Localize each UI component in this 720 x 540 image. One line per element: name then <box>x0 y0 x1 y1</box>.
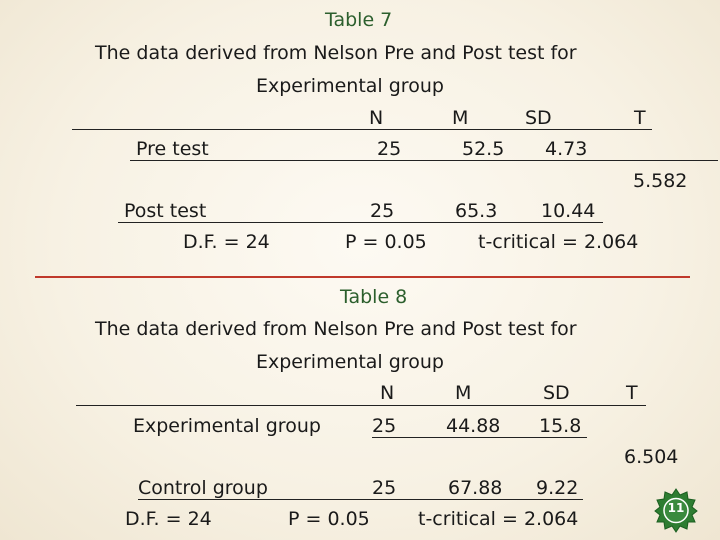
table8-df: D.F. = 24 <box>125 508 212 530</box>
table8-header-n: N <box>380 382 395 404</box>
table8-row2-sd: 9.22 <box>536 477 579 499</box>
table7-row2-sd: 10.44 <box>541 200 596 222</box>
table7-header-m: M <box>452 107 469 129</box>
table7-df: D.F. = 24 <box>183 231 270 253</box>
badge-shape <box>654 488 698 533</box>
table7-row1-m: 52.5 <box>462 138 505 160</box>
table8-t-critical: t-critical = 2.064 <box>418 508 579 530</box>
table8-t-value: 6.504 <box>624 446 679 468</box>
table8-header-t: T <box>626 382 638 404</box>
table7-subtitle-line2: Experimental group <box>256 75 444 97</box>
table7-t-value: 5.582 <box>633 170 688 192</box>
table8-title: Table 8 <box>340 286 408 308</box>
table8-header-sd: SD <box>543 382 570 404</box>
page-number-badge: 11 <box>653 487 699 533</box>
table8-row2-label: Control group <box>138 477 268 499</box>
table7-row2-label: Post test <box>124 200 207 222</box>
table8-p-value: P = 0.05 <box>288 508 370 530</box>
table8-row1-m: 44.88 <box>446 415 501 437</box>
table8-subtitle-line1: The data derived from Nelson Pre and Pos… <box>95 318 577 340</box>
table8-row2-m: 67.88 <box>448 477 503 499</box>
table7-row2-m: 65.3 <box>455 200 498 222</box>
table8-header-rule <box>76 405 646 406</box>
table7-row1-n: 25 <box>377 138 402 160</box>
table7-row1-sd: 4.73 <box>545 138 588 160</box>
page-number: 11 <box>667 501 685 515</box>
tables-separator <box>35 276 690 278</box>
table7-header-sd: SD <box>525 107 552 129</box>
table8-row1-label: Experimental group <box>133 415 321 437</box>
table7-subtitle-line1: The data derived from Nelson Pre and Pos… <box>95 42 577 64</box>
table8-header-m: M <box>455 382 472 404</box>
table8-row1-sd: 15.8 <box>539 415 582 437</box>
table7-row2-rule <box>118 222 603 223</box>
table7-t-critical: t-critical = 2.064 <box>478 231 639 253</box>
table7-header-n: N <box>369 107 384 129</box>
table7-header-rule <box>72 129 652 130</box>
table7-title: Table 7 <box>325 9 393 31</box>
table7-p-value: P = 0.05 <box>345 231 427 253</box>
table8-row2-n: 25 <box>372 477 397 499</box>
table8-row2-rule <box>138 499 583 500</box>
table7-header-t: T <box>634 107 646 129</box>
table7-row2-n: 25 <box>370 200 395 222</box>
table7-row1-rule <box>130 160 718 161</box>
table8-subtitle-line2: Experimental group <box>256 351 444 373</box>
table8-row1-rule <box>372 437 587 438</box>
table8-row1-n: 25 <box>372 415 397 437</box>
table7-row1-label: Pre test <box>136 138 209 160</box>
